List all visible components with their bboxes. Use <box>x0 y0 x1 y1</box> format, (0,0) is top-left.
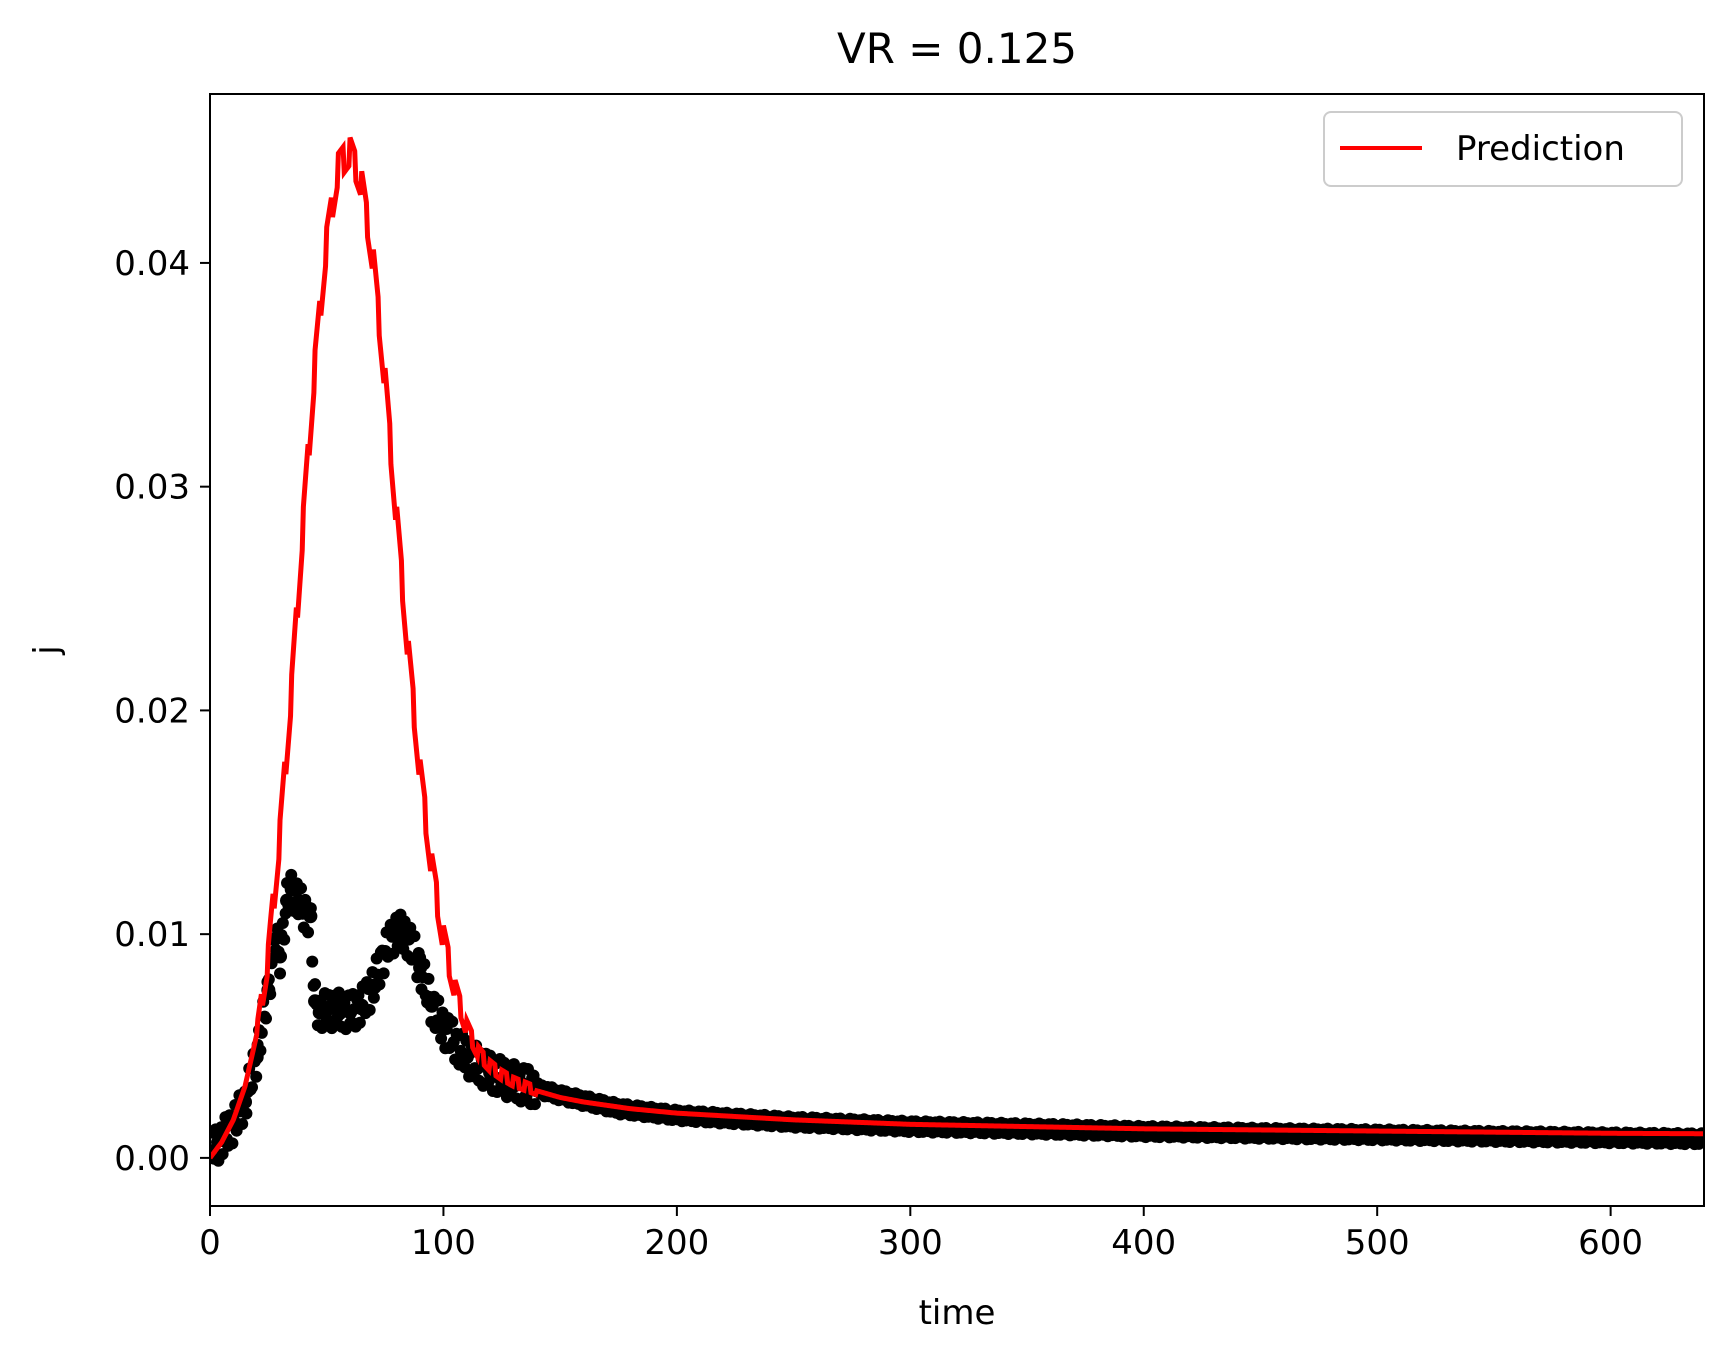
observed-point <box>446 1015 459 1028</box>
observed-point <box>226 1137 239 1150</box>
observed-point <box>432 994 445 1007</box>
observed-point <box>302 926 315 939</box>
observed-point <box>458 1061 471 1074</box>
observed-point <box>274 967 287 980</box>
observed-point <box>422 972 435 985</box>
observed-point <box>363 1003 376 1016</box>
observed-point <box>327 998 340 1011</box>
y-axis-label: j <box>27 645 67 655</box>
series-layer <box>210 136 1704 1167</box>
y-tick-label: 0.04 <box>114 244 190 284</box>
plot-frame <box>209 93 1705 1207</box>
legend-box <box>1323 111 1683 187</box>
legend-prediction-label: Prediction <box>1456 129 1625 169</box>
observed-point <box>246 1081 259 1094</box>
observed-point <box>250 1070 263 1083</box>
x-tick-label: 0 <box>199 1223 221 1263</box>
x-tick-label: 300 <box>878 1223 943 1263</box>
observed-point <box>295 882 308 895</box>
x-tick-label: 100 <box>411 1223 476 1263</box>
y-tick-label: 0.03 <box>114 468 190 508</box>
y-tick-label: 0.02 <box>114 691 190 731</box>
y-axis: 0.00 0.01 0.02 0.03 0.04 <box>114 244 210 1179</box>
observed-point <box>278 933 291 946</box>
series-prediction <box>210 136 1704 1160</box>
observed-point <box>435 1032 448 1045</box>
observed-point <box>377 967 390 980</box>
chart-title: VR = 0.125 <box>837 24 1077 73</box>
y-tick-label: 0.01 <box>114 915 190 955</box>
observed-point <box>418 958 431 971</box>
observed-point <box>306 955 319 968</box>
observed-point <box>236 1118 249 1131</box>
observed-point <box>353 1016 366 1029</box>
observed-point <box>304 902 317 915</box>
observed-point <box>309 978 322 991</box>
y-tick-label: 0.00 <box>114 1139 190 1179</box>
observed-point <box>367 991 380 1004</box>
observed-point <box>285 868 298 881</box>
observed-point <box>528 1098 541 1111</box>
x-tick-label: 200 <box>644 1223 709 1263</box>
observed-point <box>1697 1135 1704 1148</box>
observed-point <box>215 1121 228 1134</box>
x-tick-label: 400 <box>1111 1223 1176 1263</box>
prediction-line <box>210 136 1704 1160</box>
x-tick-label: 600 <box>1578 1223 1643 1263</box>
observed-point <box>260 1012 273 1025</box>
legend: Prediction <box>1323 111 1683 187</box>
observed-point <box>272 945 285 958</box>
x-axis: 0 100 200 300 400 500 600 <box>199 1206 1643 1263</box>
x-tick-label: 500 <box>1345 1223 1410 1263</box>
x-axis-label: time <box>919 1293 996 1333</box>
observed-point <box>352 989 365 1002</box>
observed-point <box>408 930 421 943</box>
observed-point <box>276 917 289 930</box>
observed-point <box>254 1044 267 1057</box>
observed-point <box>373 978 386 991</box>
observed-point <box>240 1107 253 1120</box>
